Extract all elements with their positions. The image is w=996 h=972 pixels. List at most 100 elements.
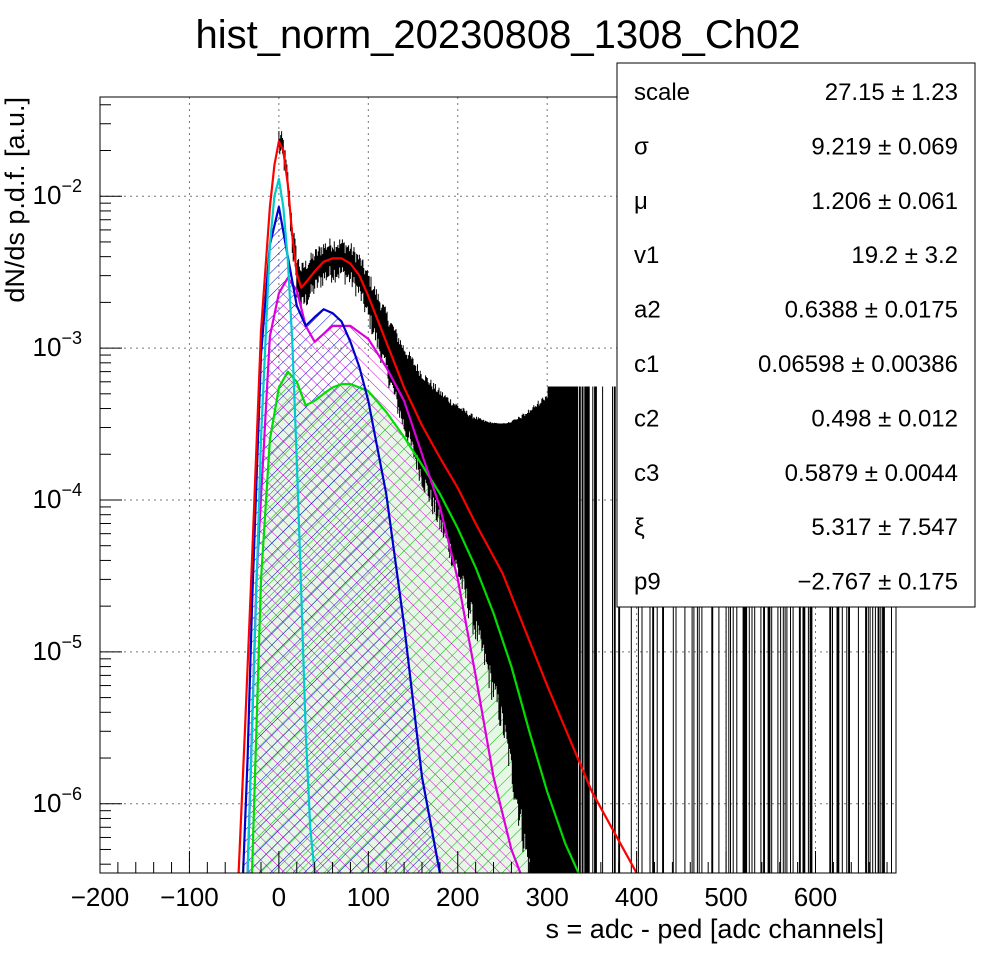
x-tick-labels: −200 −100 0 100 200 300 400 500 600 [71,882,837,912]
fit-curve-point [278,206,280,208]
fit-curve-point [305,282,307,284]
fit-curve-point [273,195,275,197]
fit-curve-point [475,522,477,525]
x-tick-label: 100 [347,882,390,912]
fit-curve-point [331,257,334,259]
fit-curve-point [510,666,512,668]
fit-curve [250,370,580,873]
fit-curve-point [300,287,302,289]
stats-param-name: c1 [634,351,659,378]
fit-curve-point [358,386,360,389]
fit-curve-point [421,776,423,778]
fit-curve-point [282,206,284,208]
stats-param-value: 0.498 ± 0.012 [811,405,958,432]
fit-curve-point [305,404,307,406]
fit-curve-point [349,325,351,327]
fit-curve [237,140,638,873]
stats-param-value: 0.5879 ± 0.0044 [785,460,958,487]
x-tick-label: 400 [615,882,658,912]
fit-curve-point [309,826,311,828]
fit-curve-point [269,244,271,246]
x-tick-label: 500 [704,882,747,912]
fit-curve-point [296,305,298,307]
x-tick-label: −100 [160,882,219,912]
fit-curve-point [457,527,459,530]
fit-curve-point [260,438,262,441]
fit-curve-point [421,453,423,455]
stats-param-value: 27.15 ± 1.23 [825,79,958,106]
fit-curve-point [358,275,360,277]
fit-curve-point [349,383,351,385]
fit-curve-point [251,559,253,562]
fit-curve-point [269,438,271,441]
fit-curve [246,276,522,873]
fit-curve-point [278,140,280,142]
stats-param-value: 0.6388 ± 0.0175 [785,297,958,324]
fit-curve-point [349,263,351,265]
fit-curve-point [510,848,512,851]
fit-curve-point [421,424,423,426]
fit-curve-point [385,493,387,495]
fit-curve-point [367,338,369,340]
fit-curve-point [546,791,548,793]
fit-curve-point [331,386,334,389]
fit-curve-point [439,493,441,495]
fit-curve-point [287,259,289,261]
fit-curve-point [305,325,307,327]
stats-param-name: a2 [634,297,661,324]
stats-param-value: 5.317 ± 7.547 [811,514,958,541]
fit-curve-point [421,464,423,466]
fit-curve-point [546,685,548,687]
fit-curve-point [358,366,360,368]
fit-curve-point [492,612,495,614]
x-tick-label: −200 [71,882,130,912]
fit-curve-point [340,320,343,322]
x-axis-title: s = adc - ped [adc channels] [546,914,884,944]
fit-curve-point [291,235,293,237]
fit-curve-point [403,624,405,626]
fit-curve-point [457,487,459,489]
stats-param-value: 0.06598 ± 0.00386 [758,351,958,378]
y-tick-label: 10−5 [33,632,82,666]
fit-curve-point [278,386,280,389]
fit-curve-point [403,386,405,389]
stats-param-value: 9.219 ± 0.069 [811,133,958,160]
stats-param-name: c3 [634,460,659,487]
stats-param-name: ξ [634,514,645,541]
fit-curve-point [385,366,387,368]
stats-param-name: p9 [634,569,661,596]
fit-curve-point [244,730,246,732]
hatched-fills [243,206,579,873]
stats-param-name: v1 [634,242,659,269]
fit-curve-point [296,272,298,275]
fit-curve-point [591,791,593,793]
fit-curve-point [439,457,441,459]
fit-curves [237,140,638,873]
stats-param-name: c2 [634,405,659,432]
fit-curve-point [296,289,298,291]
fit-curve-point [247,757,249,759]
fit-curve-point [385,411,387,413]
fit-curve-point [273,164,275,166]
fit-curve-point [475,566,477,569]
fit-curve-point [331,325,334,327]
fit-curve-point [439,506,441,508]
x-tick-label: 200 [436,882,479,912]
fit-curve-point [296,460,298,462]
fit-curve-point [314,341,316,343]
fit-curve-point [475,674,477,677]
fit-curve-point [385,341,387,343]
fit-curve-point [260,578,262,581]
fit-curve-point [367,400,369,402]
fit-curve-point [305,730,307,732]
fit-curve-point [314,400,316,402]
x-tick-label: 0 [272,882,286,912]
stats-param-name: scale [634,79,690,106]
y-axis-title: dN/ds p.d.f. [a.u.] [0,97,30,303]
fit-curve-point [564,842,566,844]
fit-curve-point [367,295,369,297]
fit-stats-box: scale 27.15 ± 1.23 σ 9.219 ± 0.069 μ 1.206 ± … [616,62,976,608]
fit-curve-point [528,730,530,732]
y-tick-label: 10−6 [33,784,82,818]
